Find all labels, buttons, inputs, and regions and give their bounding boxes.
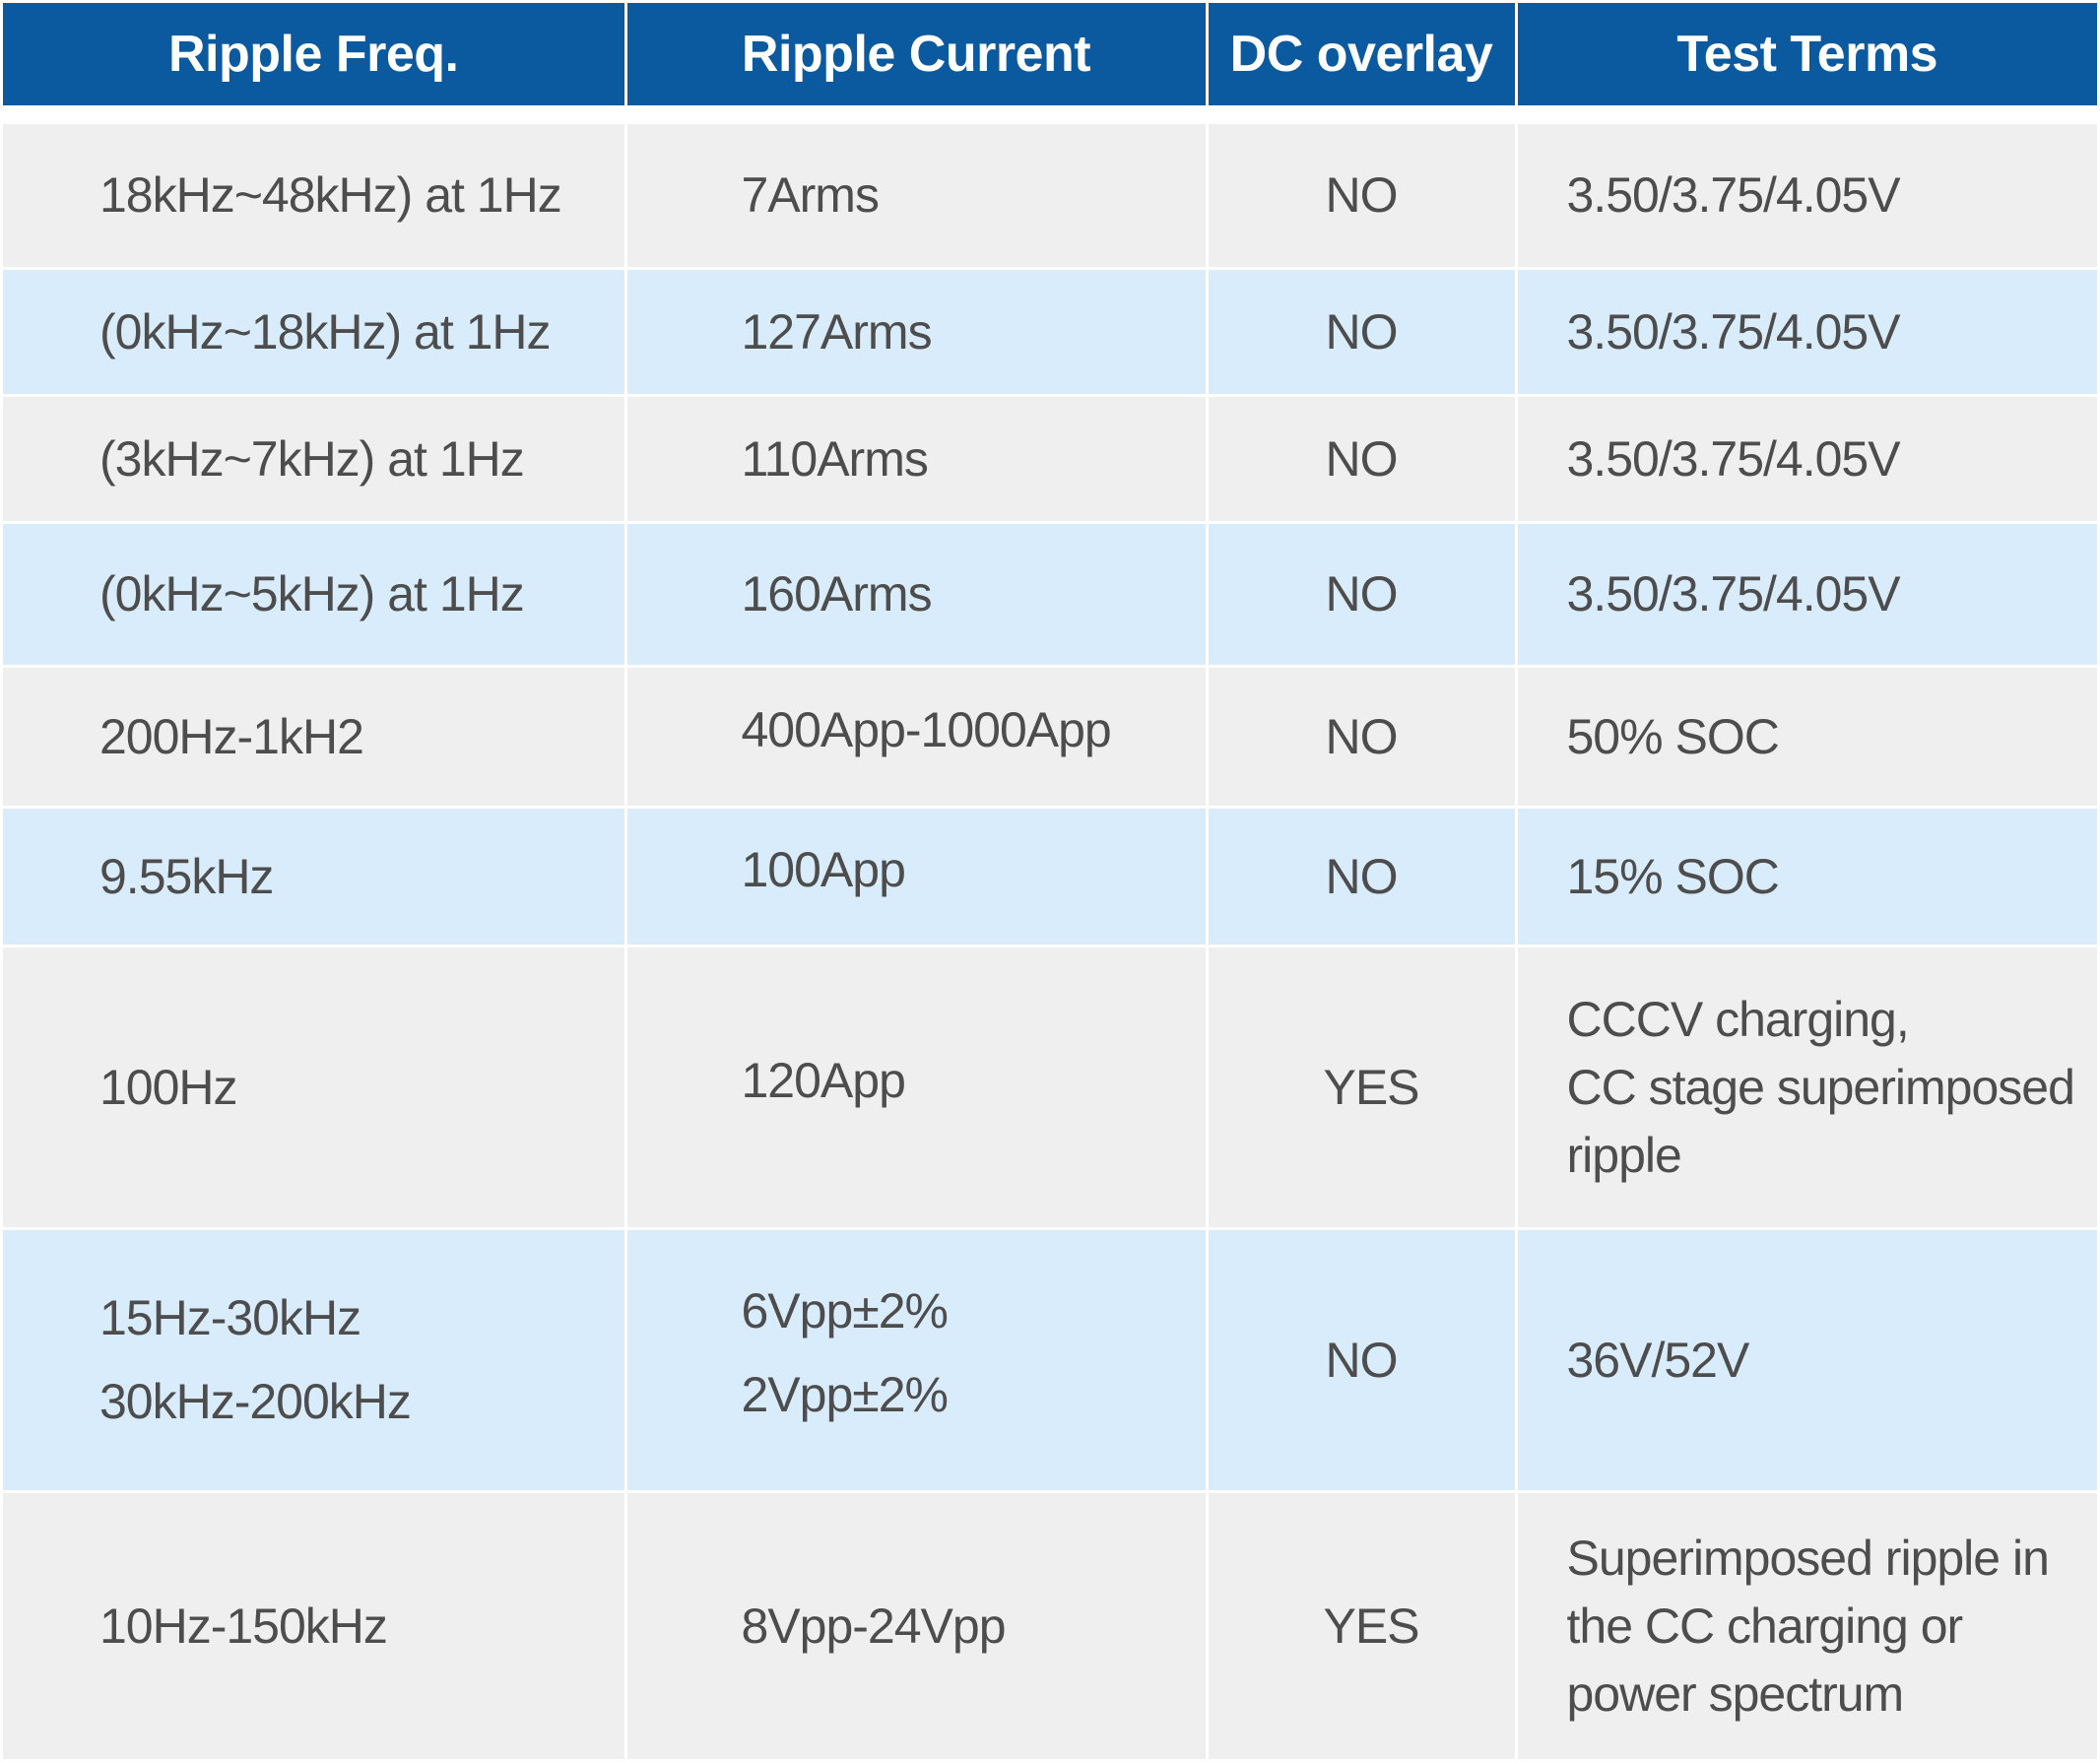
cell-ripple-freq: (3kHz~7kHz) at 1Hz [3, 394, 627, 524]
ripple-test-table-frame: Ripple Freq. Ripple Current DC overlay T… [3, 3, 2097, 1762]
cell-dc-overlay: NO [1205, 665, 1518, 809]
table-header: Ripple Freq. Ripple Current DC overlay T… [3, 3, 2097, 105]
cell-ripple-freq: 15Hz-30kHz 30kHz-200kHz [3, 1227, 627, 1493]
table-body: 18kHz~48kHz) at 1Hz 7Arms NO 3.50/3.75/4… [3, 105, 2097, 1762]
cell-ripple-freq: 200Hz-1kH2 [3, 665, 627, 809]
cell-dc-overlay: NO [1205, 267, 1518, 397]
cell-ripple-current: 127Arms [623, 267, 1209, 397]
cell-ripple-freq: (0kHz~18kHz) at 1Hz [3, 267, 627, 397]
table-row: 15Hz-30kHz 30kHz-200kHz 6Vpp±2% 2Vpp±2% … [3, 1227, 2097, 1493]
table-row: 100Hz 120App YES CCCV charging, CC stage… [3, 945, 2097, 1230]
ripple-test-table: Ripple Freq. Ripple Current DC overlay T… [3, 3, 2097, 1762]
cell-ripple-current: 8Vpp-24Vpp [623, 1490, 1209, 1762]
cell-dc-overlay: NO [1205, 394, 1518, 524]
cell-test-terms: 3.50/3.75/4.05V [1514, 521, 2097, 668]
header-ripple-freq: Ripple Freq. [3, 3, 627, 105]
cell-test-terms: 36V/52V [1514, 1227, 2097, 1493]
table-row: (3kHz~7kHz) at 1Hz 110Arms NO 3.50/3.75/… [3, 394, 2097, 524]
table-row: (0kHz~5kHz) at 1Hz 160Arms NO 3.50/3.75/… [3, 521, 2097, 668]
cell-ripple-freq: 18kHz~48kHz) at 1Hz [3, 121, 627, 270]
cell-dc-overlay: NO [1205, 806, 1518, 947]
cell-ripple-current: 120App [623, 945, 1209, 1230]
table-row: (0kHz~18kHz) at 1Hz 127Arms NO 3.50/3.75… [3, 267, 2097, 397]
cell-dc-overlay: NO [1205, 521, 1518, 668]
cell-ripple-freq: 9.55kHz [3, 806, 627, 947]
header-ripple-current: Ripple Current [623, 3, 1209, 105]
table-row: 10Hz-150kHz 8Vpp-24Vpp YES Superimposed … [3, 1490, 2097, 1762]
header-row: Ripple Freq. Ripple Current DC overlay T… [3, 3, 2097, 105]
table-row: 18kHz~48kHz) at 1Hz 7Arms NO 3.50/3.75/4… [3, 121, 2097, 270]
header-dc-overlay: DC overlay [1205, 3, 1518, 105]
cell-ripple-freq: 10Hz-150kHz [3, 1490, 627, 1762]
header-test-terms: Test Terms [1514, 3, 2097, 105]
cell-test-terms: CCCV charging, CC stage superimposed rip… [1514, 945, 2097, 1230]
cell-test-terms: 3.50/3.75/4.05V [1514, 394, 2097, 524]
cell-dc-overlay: YES [1205, 945, 1518, 1230]
cell-ripple-freq: (0kHz~5kHz) at 1Hz [3, 521, 627, 668]
cell-test-terms: Superimposed ripple in the CC charging o… [1514, 1490, 2097, 1762]
cell-ripple-current: 110Arms [623, 394, 1209, 524]
cell-ripple-current: 7Arms [623, 121, 1209, 270]
cell-ripple-current: 160Arms [623, 521, 1209, 668]
table-row: 200Hz-1kH2 400App-1000App NO 50% SOC [3, 665, 2097, 809]
cell-ripple-current: 100App [623, 806, 1209, 947]
table-row: 9.55kHz 100App NO 15% SOC [3, 806, 2097, 947]
cell-dc-overlay: YES [1205, 1490, 1518, 1762]
header-gap [3, 105, 2097, 123]
cell-dc-overlay: NO [1205, 121, 1518, 270]
cell-test-terms: 15% SOC [1514, 806, 2097, 947]
cell-ripple-current: 6Vpp±2% 2Vpp±2% [623, 1227, 1209, 1493]
cell-ripple-current: 400App-1000App [623, 665, 1209, 809]
cell-test-terms: 3.50/3.75/4.05V [1514, 121, 2097, 270]
cell-test-terms: 50% SOC [1514, 665, 2097, 809]
cell-ripple-freq: 100Hz [3, 945, 627, 1230]
cell-test-terms: 3.50/3.75/4.05V [1514, 267, 2097, 397]
cell-dc-overlay: NO [1205, 1227, 1518, 1493]
